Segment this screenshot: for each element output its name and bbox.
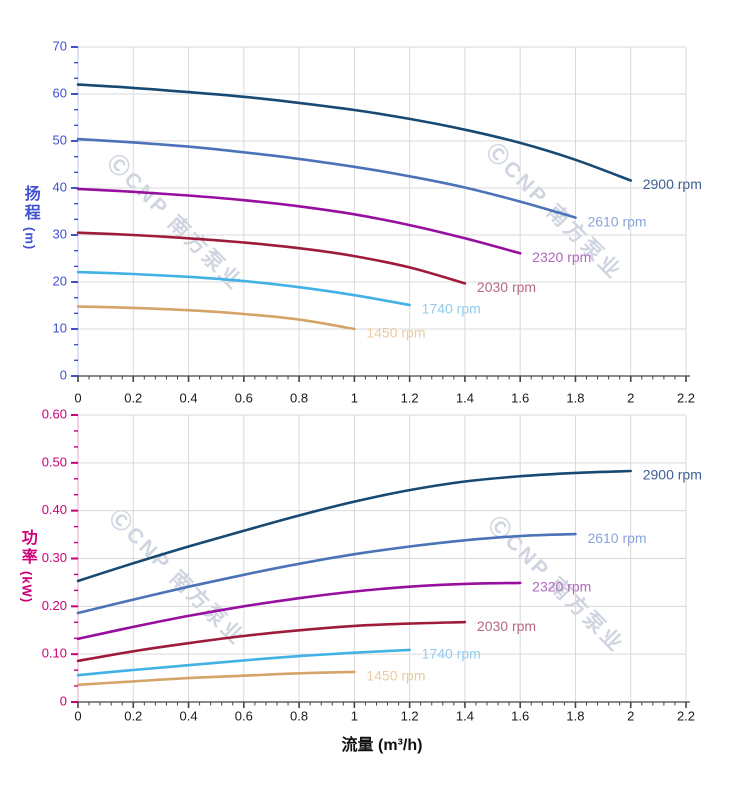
- power-axis-title-text: 功率: [18, 529, 36, 567]
- power-axis-unit: (kW): [19, 571, 35, 604]
- series-label-power-2610-rpm: 2610 rpm: [587, 530, 646, 546]
- x-tick-label: 2.2: [677, 709, 695, 724]
- curve-power-2900-rpm: [76, 469, 632, 583]
- head-y-axis: 0 10 20 30 40 50 60 70: [53, 38, 79, 382]
- x-tick-label: 1.2: [401, 709, 419, 724]
- series-label-power-2900-rpm: 2900 rpm: [643, 467, 702, 483]
- y-tick-label: 0.20: [42, 598, 67, 613]
- curve-power-1450-rpm: [76, 670, 356, 687]
- series-label-power-2320-rpm: 2320 rpm: [532, 579, 591, 595]
- x-tick-label: 1.4: [456, 709, 474, 724]
- flow-axis-title: 流量 (m³/h): [341, 737, 423, 754]
- head-axis-title: 扬程 (m): [21, 185, 39, 250]
- x-tick-label: 0.4: [180, 391, 198, 406]
- series-label-head-1450-rpm: 1450 rpm: [366, 325, 425, 341]
- head-chart: 0 10 20 30 40 50 60 70 0 0.2 0.4 0.6 0.8 1 1.2 1.4 1.6 1.…: [53, 38, 702, 405]
- curve-head-1740-rpm: [76, 270, 411, 307]
- x-tick-label: 1: [351, 709, 358, 724]
- x-tick-label: 1.8: [566, 709, 584, 724]
- x-tick-label: 0: [74, 709, 81, 724]
- series-label-head-2610-rpm: 2610 rpm: [587, 213, 646, 229]
- y-tick-label: 0.30: [42, 550, 67, 565]
- power-chart: 0 0.10 0.20 0.30 0.40 0.50 0.60 0 0.2 0.4 0.6 0.8 1 1…: [42, 406, 702, 723]
- curve-head-2610-rpm: [76, 137, 577, 219]
- y-tick-label: 10: [53, 320, 67, 335]
- curve-power-2030-rpm: [76, 620, 467, 663]
- x-tick-label: 1.8: [566, 391, 584, 406]
- curve-head-2320-rpm: [76, 187, 522, 255]
- x-tick-label: 1.6: [511, 709, 529, 724]
- x-tick-label: 0.2: [124, 709, 142, 724]
- power-y-axis: 0 0.10 0.20 0.30 0.40 0.50 0.60: [42, 406, 79, 708]
- x-tick-label: 2: [627, 391, 634, 406]
- series-label-power-1740-rpm: 1740 rpm: [422, 646, 481, 662]
- y-tick-label: 0.10: [42, 646, 67, 661]
- head-axis-unit: (m): [22, 227, 38, 251]
- curve-power-2320-rpm: [76, 581, 522, 641]
- series-label-power-1450-rpm: 1450 rpm: [366, 668, 425, 684]
- series-label-head-2900-rpm: 2900 rpm: [643, 176, 702, 192]
- y-tick-label: 40: [53, 179, 67, 194]
- x-tick-label: 0: [74, 391, 81, 406]
- x-tick-label: 2: [627, 709, 634, 724]
- y-tick-label: 0.40: [42, 502, 67, 517]
- y-tick-label: 60: [53, 85, 67, 100]
- curve-power-1740-rpm: [76, 648, 411, 677]
- x-tick-label: 0.8: [290, 709, 308, 724]
- curve-head-2900-rpm: [76, 83, 632, 182]
- y-tick-label: 0: [60, 693, 67, 708]
- y-tick-label: 50: [53, 132, 67, 147]
- head-axis-title-text: 扬程: [21, 185, 39, 223]
- x-tick-label: 0.8: [290, 391, 308, 406]
- series-label-head-2030-rpm: 2030 rpm: [477, 279, 536, 295]
- power-grid: [78, 414, 687, 702]
- curve-power-2610-rpm: [76, 532, 577, 615]
- x-tick-label: 0.6: [235, 709, 253, 724]
- power-axis-title: 功率 (kW): [18, 529, 36, 603]
- y-tick-label: 70: [53, 38, 67, 53]
- head-x-axis: 0 0.2 0.4 0.6 0.8 1 1.2 1.4 1.6 1.8 2 2.2: [74, 375, 695, 406]
- x-tick-label: 0.6: [235, 391, 253, 406]
- y-tick-label: 30: [53, 226, 67, 241]
- x-tick-label: 0.2: [124, 391, 142, 406]
- x-tick-label: 1.2: [401, 391, 419, 406]
- x-tick-label: 1.4: [456, 391, 474, 406]
- y-tick-label: 0.50: [42, 454, 67, 469]
- series-label-head-1740-rpm: 1740 rpm: [422, 301, 481, 317]
- curve-head-2030-rpm: [76, 231, 467, 285]
- series-label-power-2030-rpm: 2030 rpm: [477, 618, 536, 634]
- x-tick-label: 1: [351, 391, 358, 406]
- series-label-head-2320-rpm: 2320 rpm: [532, 249, 591, 265]
- curve-head-1450-rpm: [76, 305, 356, 331]
- x-tick-label: 0.4: [180, 709, 198, 724]
- power-x-axis: 0 0.2 0.4 0.6 0.8 1 1.2 1.4 1.6 1.8 2 2.2: [74, 701, 695, 724]
- y-tick-label: 20: [53, 273, 67, 288]
- x-tick-label: 1.6: [511, 391, 529, 406]
- x-tick-label: 2.2: [677, 391, 695, 406]
- y-tick-label: 0.60: [42, 406, 67, 421]
- y-tick-label: 0: [60, 367, 67, 382]
